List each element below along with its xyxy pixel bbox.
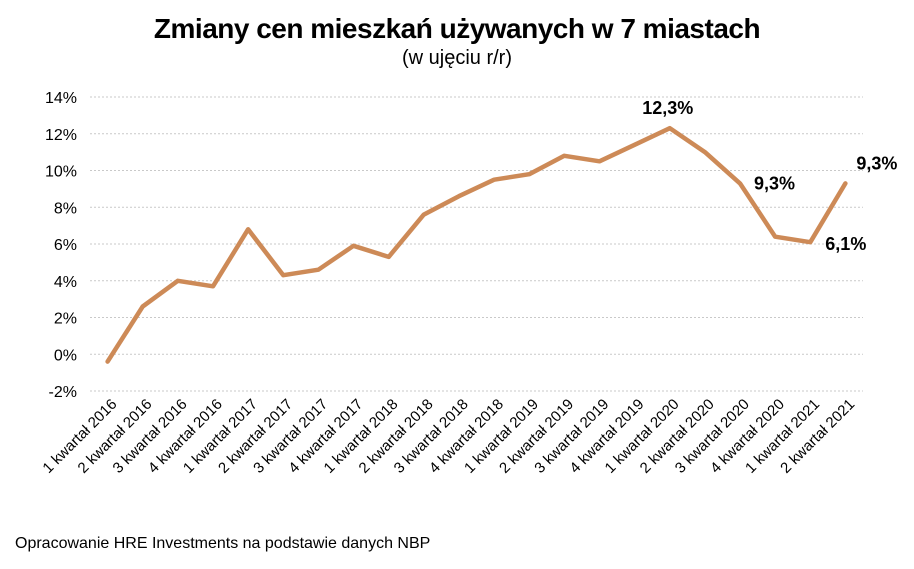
y-axis-tick-label: 2% (54, 311, 77, 328)
data-point-label: 9,3% (754, 173, 795, 193)
y-axis-tick-label: 12% (45, 127, 77, 144)
source-note: Opracowanie HRE Investments na podstawie… (15, 535, 431, 552)
y-axis-tick-label: 4% (54, 274, 77, 291)
y-axis-tick-label: 10% (45, 164, 77, 181)
y-axis-tick-label: 6% (54, 237, 77, 254)
price-line (105, 125, 848, 364)
y-axis-tick-label: 8% (54, 200, 77, 217)
chart-subtitle: (w ujęciu r/r) (401, 47, 512, 69)
data-point-label: 12,3% (642, 98, 693, 118)
chart-title: Zmiany cen mieszkań używanych w 7 miasta… (153, 13, 761, 44)
data-point-label: 6,1% (825, 234, 866, 254)
y-axis-tick-label: 0% (54, 347, 77, 364)
data-point-label: 9,3% (856, 153, 897, 173)
y-axis-tick-label: 14% (45, 90, 77, 107)
y-axis-tick-label: -2% (49, 384, 77, 401)
